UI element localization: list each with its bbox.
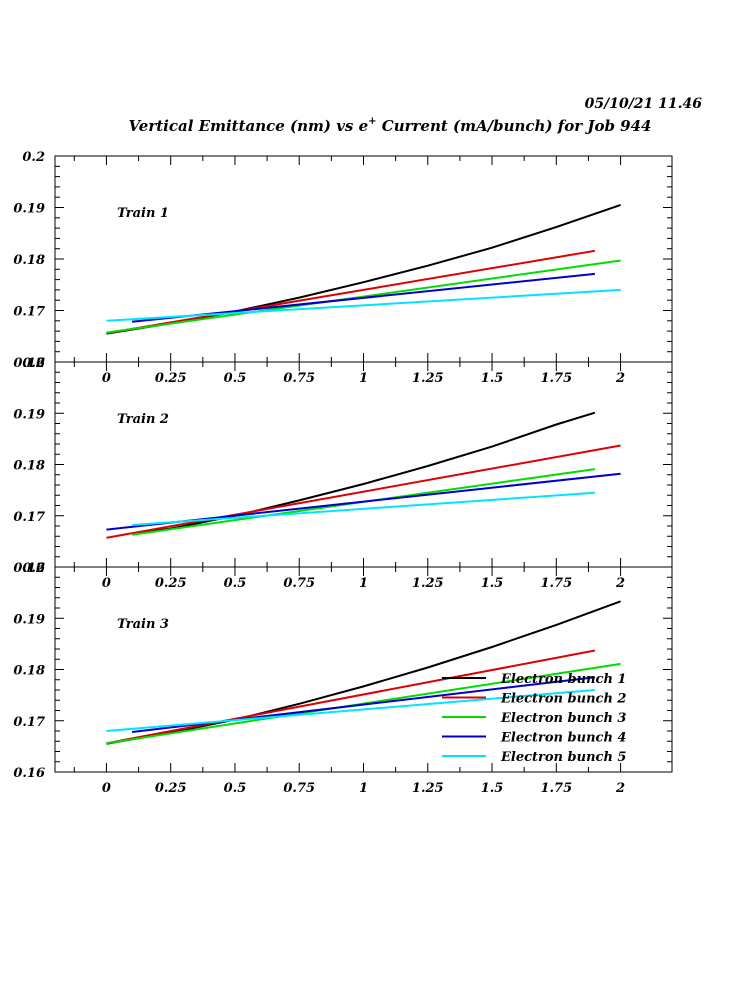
chart-title: Vertical Emittance (nm) vs e+ Current (m… xyxy=(129,116,652,135)
x-tick-label: 0 xyxy=(102,576,111,591)
panel-label: Train 2 xyxy=(117,412,169,427)
panel-frame xyxy=(54,361,673,568)
series-line xyxy=(106,649,596,745)
y-tick-label: 0.17 xyxy=(13,510,45,525)
x-tick-label: 0.5 xyxy=(224,781,247,796)
y-tick-label: 0.18 xyxy=(13,459,45,474)
y-tick-label: 0.19 xyxy=(13,202,45,217)
y-tick-label: 0.16 xyxy=(13,356,45,371)
y-tick-label: 0.18 xyxy=(13,253,45,268)
x-tick-label: 1.75 xyxy=(540,371,572,386)
x-tick-label: 0.25 xyxy=(155,781,187,796)
series-line xyxy=(131,411,596,535)
x-tick-label: 0.75 xyxy=(283,576,315,591)
y-tick-label: 0.19 xyxy=(13,407,45,422)
panels: 0 0.25 0.5 0.75 1 1.25 1.5 1.75 2 0.16 0.17 0.18 0.1… xyxy=(13,150,673,796)
series-line xyxy=(106,600,621,745)
x-tick-label: 1.5 xyxy=(481,371,504,386)
x-tick-label: 0.5 xyxy=(224,576,247,591)
x-tick-label: 1.5 xyxy=(481,576,504,591)
legend-label: Electron bunch 3 xyxy=(500,711,626,726)
x-tick-label: 1 xyxy=(359,781,368,796)
panel-2: 0 0.25 0.5 0.75 1 1.25 1.5 1.75 2 0.16 0.17 0.18 0.1… xyxy=(13,356,673,591)
panel-frame xyxy=(54,155,673,363)
legend-label: Electron bunch 5 xyxy=(500,750,626,765)
x-tick-label: 1 xyxy=(359,371,368,386)
x-tick-label: 1.75 xyxy=(540,576,572,591)
x-tick-label: 0.25 xyxy=(155,371,187,386)
y-tick-label: 0.16 xyxy=(13,561,45,576)
legend: Electron bunch 1 Electron bunch 2 Electron… xyxy=(442,672,626,765)
legend-label: Electron bunch 4 xyxy=(500,731,626,746)
x-tick-label: 2 xyxy=(615,576,625,591)
panel-1: 0 0.25 0.5 0.75 1 1.25 1.5 1.75 2 0.16 0.17 0.18 0.1… xyxy=(13,150,673,386)
x-tick-label: 1 xyxy=(359,576,368,591)
series-line xyxy=(106,259,621,334)
y-tick-label: 0.2 xyxy=(22,561,45,576)
y-tick-label: 0.17 xyxy=(13,715,45,730)
x-tick-label: 0.5 xyxy=(224,371,247,386)
y-tick-label: 0.17 xyxy=(13,305,45,320)
x-tick-label: 0.25 xyxy=(155,576,187,591)
legend-label: Electron bunch 1 xyxy=(500,672,626,687)
x-tick-label: 0 xyxy=(102,781,111,796)
x-tick-label: 0.75 xyxy=(283,781,315,796)
x-tick-label: 0 xyxy=(102,371,111,386)
series-line xyxy=(106,203,621,335)
x-tick-label: 1.75 xyxy=(540,781,572,796)
y-tick-label: 0.2 xyxy=(22,150,45,165)
panel-3: 0 0.25 0.5 0.75 1 1.25 1.5 1.75 2 0.16 0.17 0.18 0.1… xyxy=(13,561,673,796)
timestamp: 05/10/21 11.46 xyxy=(585,96,703,112)
panel-label: Train 1 xyxy=(117,206,169,221)
y-tick-label: 0.19 xyxy=(13,612,45,627)
series-line xyxy=(106,249,596,335)
series-line xyxy=(132,491,595,526)
x-tick-label: 1.5 xyxy=(481,781,504,796)
series-line xyxy=(106,689,595,732)
x-tick-label: 1.25 xyxy=(412,781,444,796)
legend-label: Electron bunch 2 xyxy=(500,692,626,707)
x-tick-label: 1.25 xyxy=(412,371,444,386)
x-tick-label: 2 xyxy=(615,781,625,796)
x-tick-label: 0.75 xyxy=(283,371,315,386)
y-tick-label: 0.2 xyxy=(22,356,45,371)
y-tick-label: 0.18 xyxy=(13,664,45,679)
series-line xyxy=(106,444,621,539)
x-tick-label: 1.25 xyxy=(412,576,444,591)
panel-label: Train 3 xyxy=(117,617,169,632)
x-tick-label: 2 xyxy=(615,371,625,386)
series-line xyxy=(106,288,621,322)
y-tick-label: 0.16 xyxy=(13,766,45,781)
